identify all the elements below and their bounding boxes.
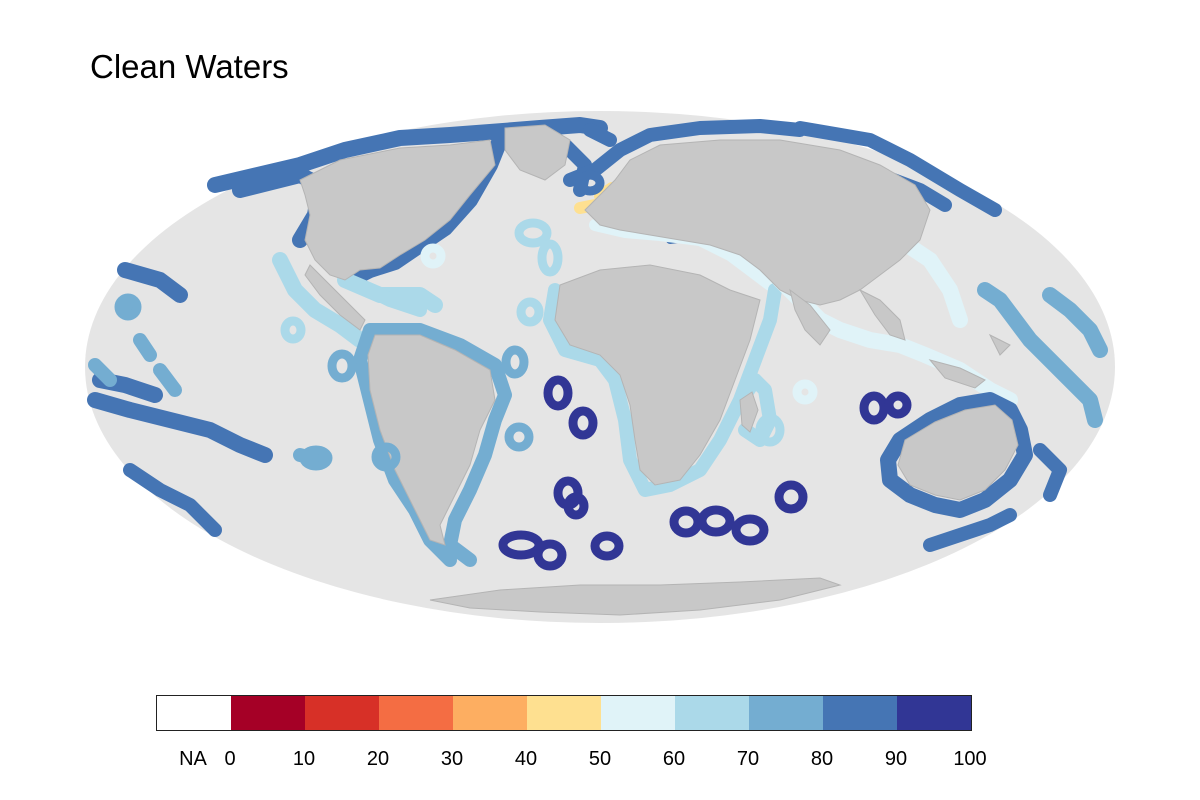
legend-swatch-0-10 [231,696,305,730]
island-ring-17 [327,349,357,383]
island-ring-1 [568,406,598,440]
band-caribbean [363,283,427,317]
band-west-pacific [977,282,1108,428]
island-ring-21 [537,239,563,277]
island-markers [114,170,912,571]
legend-swatch-70-80 [749,696,823,730]
island-ring-22 [420,243,446,269]
legend-tick-60: 60 [662,748,686,770]
island-ring-24 [516,297,544,327]
island-ring-18 [299,445,333,471]
island-ring-8 [697,505,735,537]
legend-tick-40: 40 [514,748,538,770]
legend-swatch-60-70 [675,696,749,730]
band-central-america [272,252,443,348]
legend-swatch-na [157,696,231,730]
legend-swatch-20-30 [379,696,453,730]
legend-tick-80: 80 [810,748,834,770]
legend-swatch-50-60 [601,696,675,730]
legend-tick-20: 20 [366,748,390,770]
land-south-america [367,334,496,546]
band-australia [880,392,1033,518]
land-north-america [299,139,496,281]
legend-label-na: NA [179,748,207,770]
island-ring-11 [859,391,889,425]
band-pacific-left-light [88,298,327,467]
land-india-se-asia [789,288,906,346]
band-scandinavia [563,119,1002,217]
land-madagascar [739,391,759,433]
legend-tick-labels: NA 0 10 20 30 40 50 60 70 80 90 100 [0,748,1200,778]
island-ring-9 [731,514,769,546]
island-ring-0 [543,375,573,411]
legend-tick-100: 100 [953,748,987,770]
land-indonesia [928,333,1011,389]
land-australia [897,404,1019,501]
island-ring-13 [575,170,605,196]
band-new-zealand [923,443,1067,552]
island-ring-26 [755,413,785,447]
island-ring-10 [774,480,808,514]
legend-swatch-30-40 [453,696,527,730]
legend-tick-90: 90 [884,748,908,770]
island-ring-6 [590,531,624,561]
island-ring-15 [501,345,529,379]
island-ring-3 [563,492,589,520]
island-ring-12 [884,391,912,419]
legend-tick-30: 30 [440,748,464,770]
legend-tick-50: 50 [588,748,612,770]
land-masses [299,124,1019,616]
land-antarctica [429,577,842,616]
legend-swatch-10-20 [305,696,379,730]
legend-swatch-40-50 [527,696,601,730]
band-pacific-left-south [123,463,222,537]
island-ring-5 [533,539,567,571]
land-africa [554,264,761,486]
island-ring-14 [504,422,534,452]
map-title: Clean Waters [90,48,289,85]
legend-tick-0: 0 [224,748,236,770]
island-ring-20 [514,218,552,248]
legend-swatch-90-100 [897,696,971,730]
land-europe-asia [584,139,931,306]
legend-tick-70: 70 [736,748,760,770]
land-greenland [504,124,571,181]
legend-swatch-80-90 [823,696,897,730]
land-central-america [304,264,366,331]
island-ring-19 [114,293,142,321]
island-ring-23 [280,316,306,344]
band-africa [543,283,782,497]
island-ring-25 [792,379,818,405]
island-ring-16 [371,442,401,472]
color-legend [156,695,972,731]
legend-tick-10: 10 [292,748,316,770]
